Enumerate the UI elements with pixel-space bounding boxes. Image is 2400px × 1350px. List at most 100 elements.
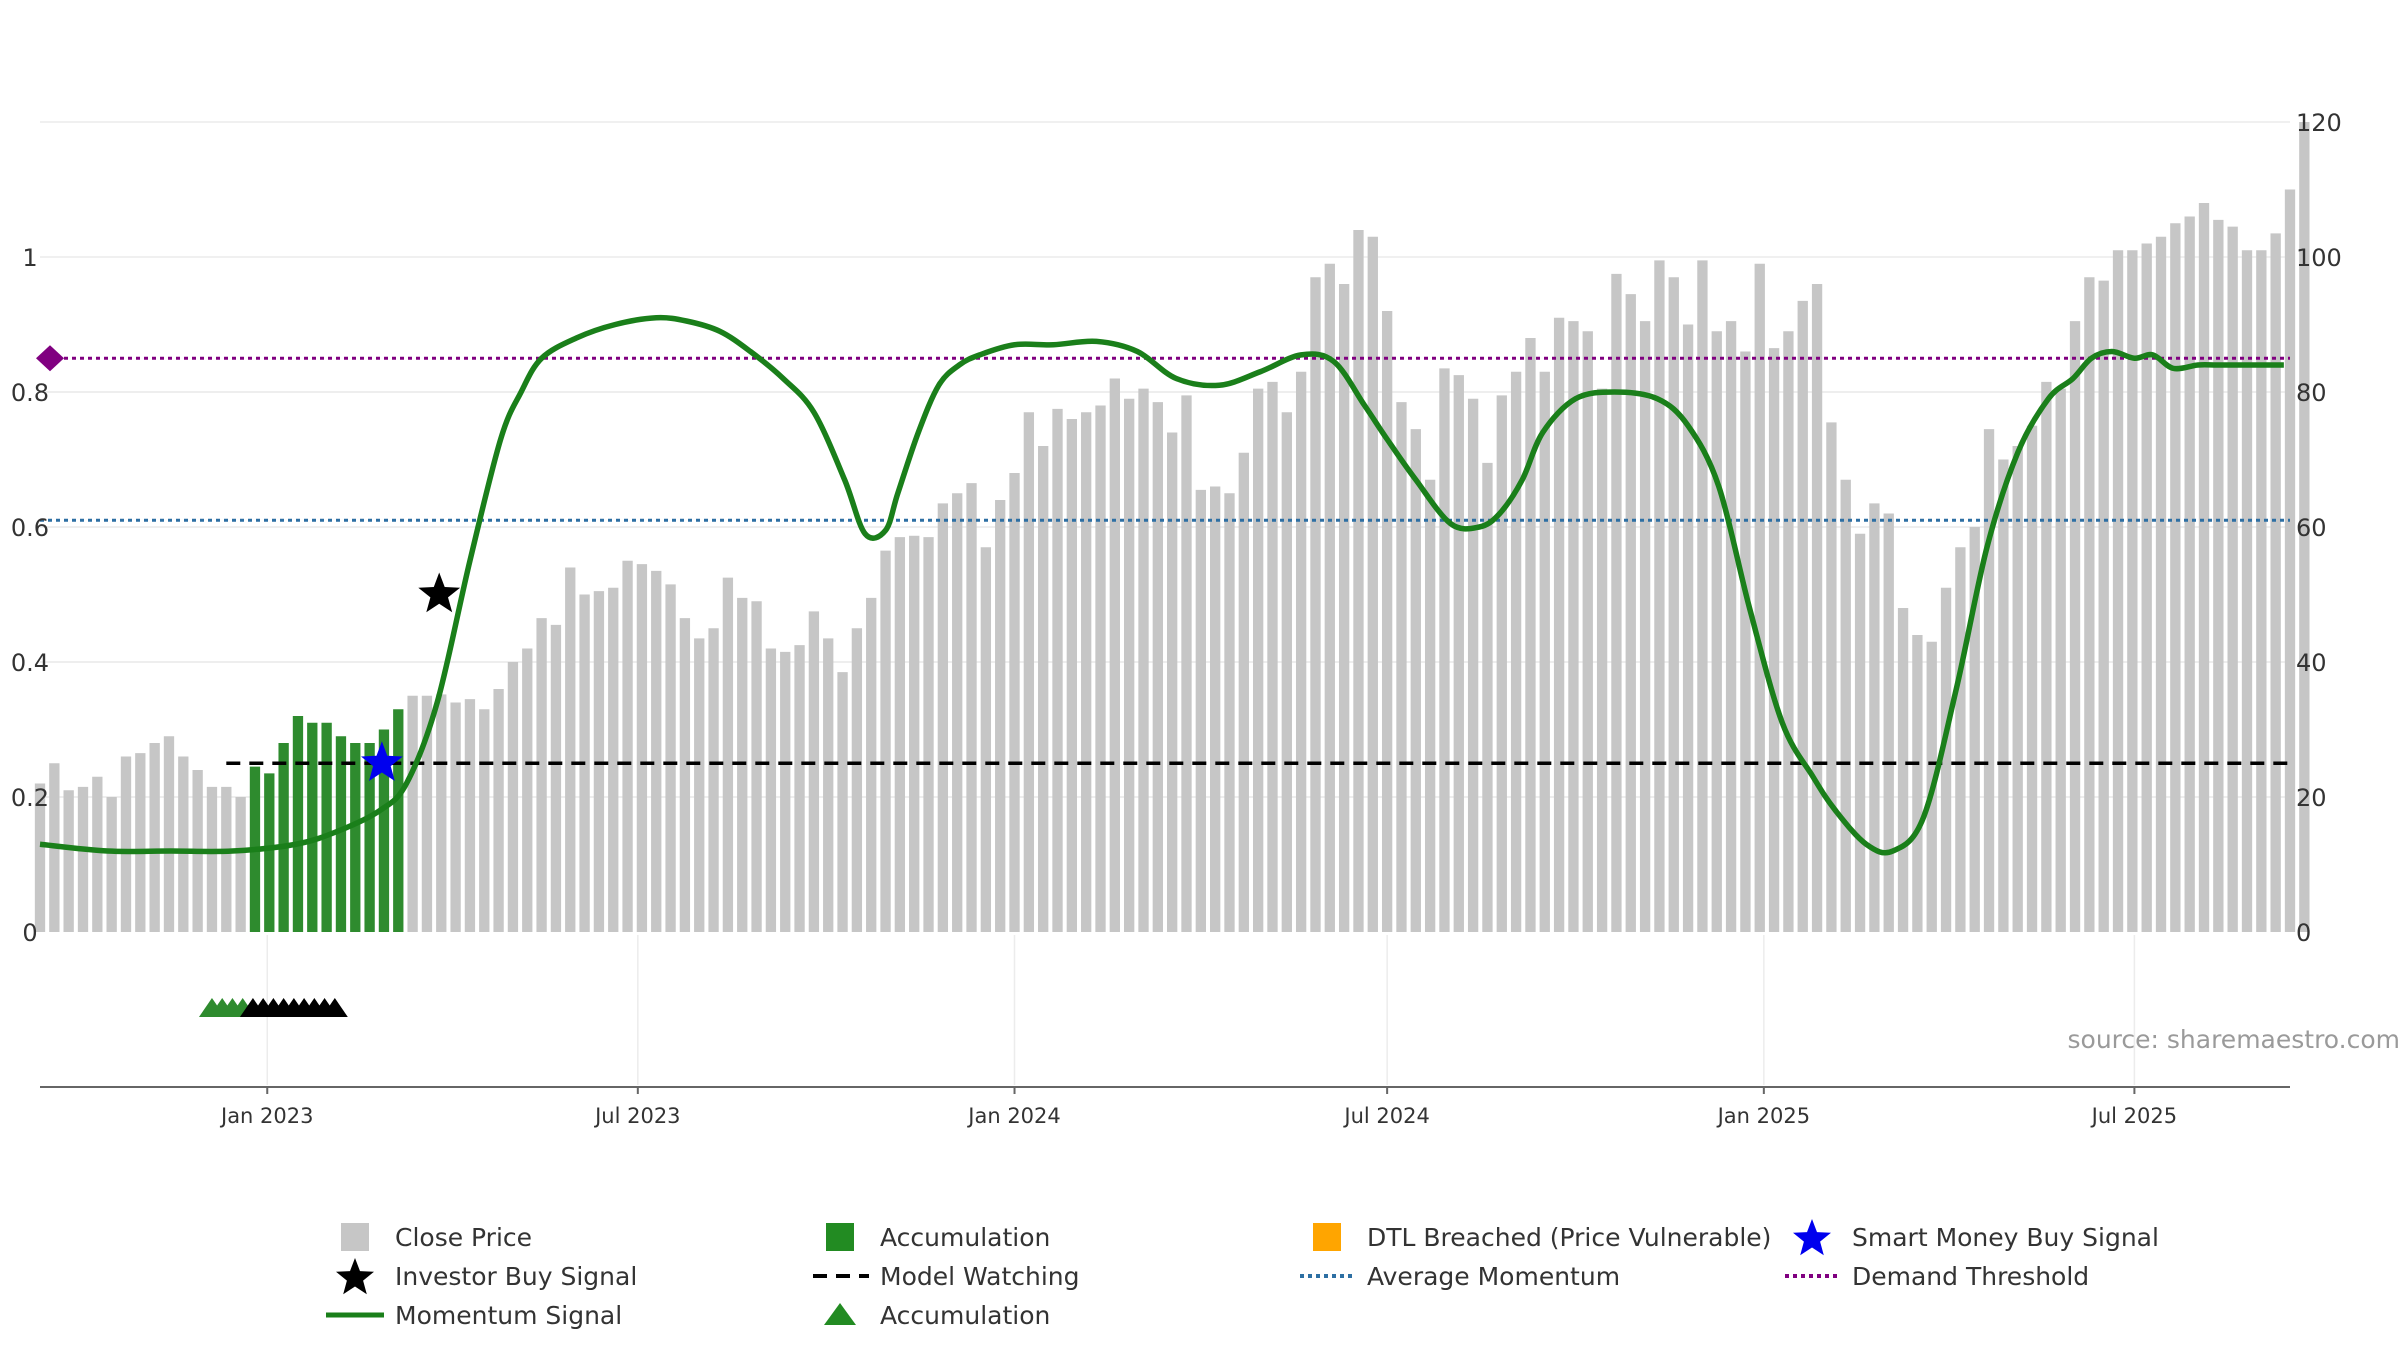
close-price-bar: [2198, 203, 2210, 932]
close-price-bar: [2055, 388, 2066, 932]
close-price-bar: [464, 699, 476, 932]
close-price-bar: [63, 790, 74, 932]
close-price-bar: [1324, 263, 1335, 932]
close-price-bar: [1167, 432, 1178, 932]
close-price-bar: [1038, 446, 1049, 932]
close-price-bar: [1912, 635, 1923, 932]
accumulation-bar: [335, 736, 347, 932]
close-price-bar: [1539, 371, 1550, 932]
close-price-bar: [1009, 473, 1020, 932]
close-price-bar: [1410, 429, 1421, 932]
y-right-tick-label: 40: [2296, 649, 2327, 677]
legend-label: Smart Money Buy Signal: [1852, 1223, 2159, 1252]
close-price-bar: [1625, 294, 1636, 932]
close-price-bar: [780, 651, 791, 932]
y-left-tick-label: 0.6: [11, 514, 49, 542]
y-right-tick-label: 20: [2296, 784, 2327, 812]
close-price-bar: [1854, 533, 1866, 932]
close-price-bar: [178, 756, 189, 932]
smart-money-buy-signal-star: [361, 741, 403, 781]
legend-label: Accumulation: [880, 1301, 1050, 1330]
close-price-bar: [163, 736, 175, 932]
close-price-bar: [2184, 216, 2195, 932]
legend-item-accumulation-marker: Accumulation: [824, 1301, 1050, 1330]
close-price-bar: [952, 493, 963, 932]
close-price-bar: [1482, 462, 1493, 932]
legend-label: Demand Threshold: [1852, 1262, 2089, 1291]
close-price-bar: [1152, 402, 1163, 932]
close-price-bar: [880, 550, 891, 932]
close-price-bar: [2227, 226, 2238, 932]
close-price-bar: [1826, 422, 1837, 932]
close-price-bar: [2299, 122, 2310, 932]
close-price-bar: [1381, 311, 1393, 932]
x-tick-label: Jul 2023: [593, 1104, 680, 1128]
close-price-bar: [937, 503, 949, 932]
close-price-bar: [1596, 388, 1608, 932]
close-price-bar: [694, 638, 705, 932]
close-price-bar: [1811, 284, 1823, 932]
close-price-bar: [1783, 331, 1794, 932]
close-price-bar: [34, 783, 46, 932]
close-price-bar: [1768, 348, 1780, 932]
close-price-bar: [1983, 429, 1995, 932]
close-price-bar: [1238, 452, 1249, 932]
close-price-bar: [2069, 321, 2081, 932]
close-price-bar: [2256, 250, 2267, 932]
close-price-bar: [106, 797, 117, 932]
legend-item-model-watching: Model Watching: [813, 1262, 1080, 1291]
close-price-bar: [1467, 398, 1479, 932]
close-price-bar: [1195, 489, 1206, 932]
legend-item-momentum-signal: Momentum Signal: [326, 1301, 622, 1330]
close-price-bar: [1439, 368, 1450, 932]
signal-markers: [198, 572, 461, 1017]
close-price-bar: [751, 601, 762, 932]
y-right-tick-label: 120: [2296, 109, 2342, 137]
close-price-bar: [92, 776, 103, 932]
close-price-bar: [2213, 219, 2224, 932]
close-price-bar: [1081, 412, 1092, 932]
close-price-bar: [1754, 263, 1765, 932]
y-right-tick-label: 80: [2296, 379, 2327, 407]
close-price-bar: [2084, 277, 2095, 932]
close-price-bar: [837, 672, 848, 932]
close-price-bar: [522, 648, 533, 932]
close-price-bar: [608, 587, 619, 932]
close-price-bar: [665, 584, 676, 932]
x-tick-label: Jan 2025: [1716, 1104, 1811, 1128]
close-price-bar: [550, 624, 562, 932]
accumulation-bar: [378, 729, 390, 932]
legend-label: Close Price: [395, 1223, 532, 1252]
close-price-bar: [1725, 321, 1737, 932]
close-price-bar: [1740, 351, 1751, 932]
x-tick-label: Jan 2024: [966, 1104, 1061, 1128]
close-price-bar: [1052, 408, 1063, 932]
legend-label: Momentum Signal: [395, 1301, 622, 1330]
close-price-bar: [536, 618, 547, 932]
legend-item-smart-money: Smart Money Buy Signal: [1793, 1219, 2159, 1256]
close-price-bar: [808, 611, 820, 932]
close-price-bar: [1396, 402, 1407, 932]
close-price-bar: [507, 662, 519, 932]
close-price-bar: [1840, 479, 1851, 932]
close-price-bar: [1181, 395, 1192, 932]
close-price-bar: [1897, 608, 1909, 932]
legend-label: Average Momentum: [1367, 1262, 1620, 1291]
close-price-bar: [980, 547, 992, 932]
close-price-bar: [2012, 446, 2023, 932]
legend-label: Model Watching: [880, 1262, 1080, 1291]
close-price-bar: [995, 500, 1006, 932]
close-price-bar: [636, 564, 648, 932]
close-price-bar: [1611, 273, 1622, 932]
close-price-bar: [235, 797, 246, 932]
accumulation-bar: [292, 716, 304, 932]
close-price-bar: [77, 786, 89, 932]
close-price-bar: [651, 570, 662, 932]
close-price-bar: [1883, 513, 1894, 932]
close-price-bar: [1252, 388, 1264, 932]
close-price-bar: [1124, 398, 1135, 932]
close-price-bar: [2241, 250, 2253, 932]
close-price-bar: [1353, 230, 1364, 932]
close-price-bar: [1496, 395, 1507, 932]
x-tick-label: Jul 2024: [1342, 1104, 1429, 1128]
